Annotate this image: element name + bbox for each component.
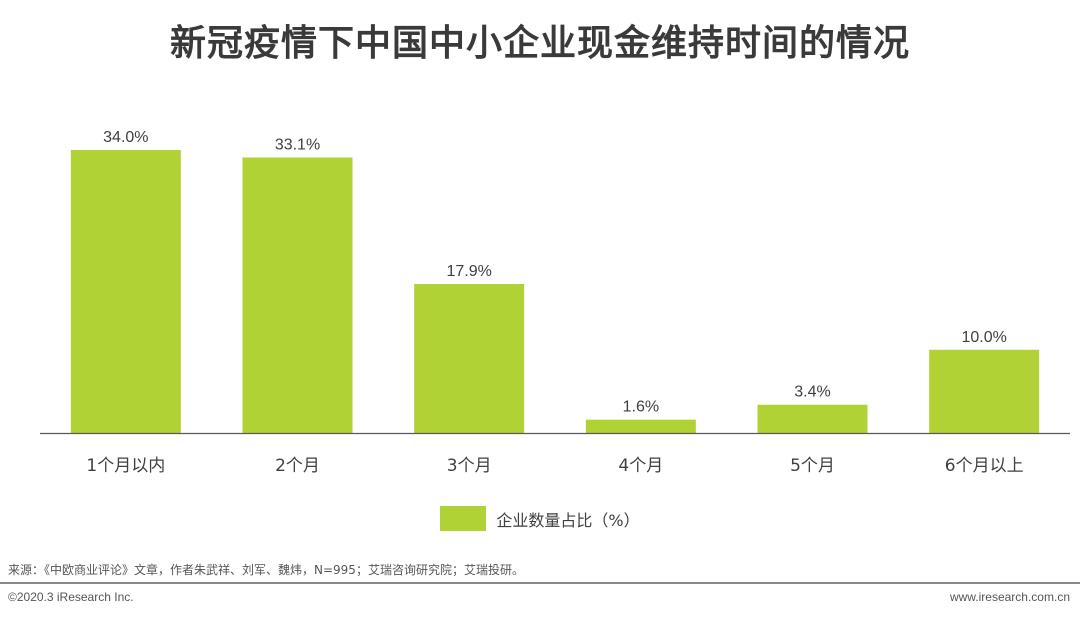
data-label-6: 10.0%	[961, 329, 1006, 346]
source-note: 来源：《中欧商业评论》文章，作者朱武祥、刘军、魏炜，N=995；艾瑞咨询研究院；…	[8, 563, 524, 577]
bar-5	[757, 404, 868, 433]
x-tick-label-2: 2个月	[275, 456, 320, 476]
bar-3	[414, 284, 525, 433]
data-label-4: 1.6%	[623, 399, 659, 416]
x-tick-label-6: 6个月以上	[945, 456, 1024, 476]
legend: 企业数量占比（%）	[0, 506, 1080, 531]
x-tick-label-1: 1个月以内	[86, 456, 165, 476]
website: www.iresearch.com.cn	[949, 590, 1070, 604]
bar-4	[585, 419, 696, 433]
data-label-5: 3.4%	[794, 384, 830, 401]
x-tick-label-4: 4个月	[618, 456, 663, 476]
x-tick-label-5: 5个月	[790, 456, 835, 476]
copyright: ©2020.3 iResearch Inc.	[8, 590, 134, 604]
legend-label: 企业数量占比（%）	[496, 510, 640, 530]
bar-2	[242, 157, 353, 433]
chart-title: 新冠疫情下中国中小企业现金维持时间的情况	[169, 23, 910, 64]
footer-divider	[0, 582, 1080, 584]
bar-6	[929, 349, 1040, 433]
data-label-1: 34.0%	[103, 129, 148, 146]
bar-chart: 34.0% 1个月以内 33.1% 2个月 17.9% 3个月 1.6% 4个月 3.4% 5个月…	[40, 129, 1070, 476]
bar-1	[70, 150, 181, 433]
x-tick-label-3: 3个月	[447, 456, 492, 476]
data-label-2: 33.1%	[275, 136, 320, 153]
data-label-3: 17.9%	[446, 263, 491, 280]
legend-swatch	[440, 506, 487, 531]
